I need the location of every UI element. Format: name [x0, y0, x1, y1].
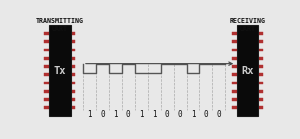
Bar: [44, 73, 49, 76]
Text: RECEIVING
UART: RECEIVING UART: [230, 18, 266, 32]
Bar: [232, 90, 237, 93]
Bar: [44, 40, 49, 43]
Bar: [259, 32, 263, 35]
Text: 0: 0: [100, 110, 105, 119]
Bar: [70, 73, 75, 76]
Bar: [70, 65, 75, 68]
Bar: [49, 25, 70, 116]
Text: 1: 1: [139, 110, 143, 119]
Bar: [44, 32, 49, 35]
Bar: [70, 40, 75, 43]
Bar: [259, 57, 263, 59]
Bar: [259, 90, 263, 93]
Text: 0: 0: [204, 110, 208, 119]
Bar: [70, 90, 75, 93]
Text: 0: 0: [178, 110, 182, 119]
Bar: [44, 57, 49, 59]
Text: 1: 1: [152, 110, 156, 119]
Text: 1: 1: [113, 110, 118, 119]
Bar: [259, 65, 263, 68]
Bar: [259, 49, 263, 51]
Bar: [70, 32, 75, 35]
Bar: [70, 106, 75, 109]
Bar: [232, 65, 237, 68]
Bar: [259, 40, 263, 43]
Text: 0: 0: [126, 110, 130, 119]
Bar: [232, 98, 237, 101]
Bar: [44, 106, 49, 109]
Text: 0: 0: [217, 110, 221, 119]
Text: Tx: Tx: [54, 66, 66, 76]
Bar: [232, 40, 237, 43]
Text: 1: 1: [191, 110, 195, 119]
Bar: [70, 57, 75, 59]
Bar: [70, 82, 75, 84]
Bar: [232, 57, 237, 59]
Text: TRANSMITTING
UART: TRANSMITTING UART: [36, 18, 84, 32]
Bar: [232, 49, 237, 51]
Bar: [259, 98, 263, 101]
Bar: [232, 82, 237, 84]
Bar: [259, 73, 263, 76]
Bar: [44, 49, 49, 51]
Bar: [70, 98, 75, 101]
Bar: [237, 25, 259, 116]
Bar: [259, 106, 263, 109]
Bar: [44, 98, 49, 101]
Text: 0: 0: [165, 110, 170, 119]
Bar: [232, 73, 237, 76]
Bar: [232, 32, 237, 35]
Text: 1: 1: [87, 110, 92, 119]
Bar: [232, 106, 237, 109]
Bar: [70, 49, 75, 51]
Text: Rx: Rx: [242, 66, 254, 76]
Bar: [44, 90, 49, 93]
Bar: [44, 65, 49, 68]
Bar: [259, 82, 263, 84]
Bar: [44, 82, 49, 84]
